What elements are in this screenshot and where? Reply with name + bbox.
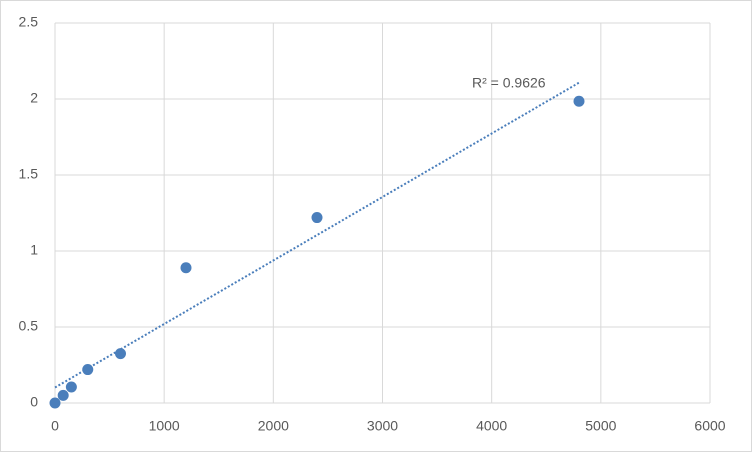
point (573, 95, 585, 107)
x-tick-label: 1000 (149, 418, 180, 434)
trendline (54, 81, 580, 389)
x-tick-label: 4000 (476, 418, 507, 434)
x-tick-label: 6000 (694, 418, 725, 434)
x-tick-label: 3000 (367, 418, 398, 434)
point (311, 212, 323, 224)
point (115, 348, 126, 360)
y-tick-label: 1.5 (19, 166, 39, 182)
y-tick-label: 0 (30, 394, 38, 410)
point (180, 262, 192, 274)
x-tick-label: 0 (51, 418, 59, 434)
y-tick-label: 0.5 (19, 318, 39, 334)
point (49, 397, 61, 409)
point (82, 364, 94, 376)
point (65, 381, 77, 393)
x-tick-label: 2000 (258, 418, 289, 434)
y-tick-label: 1 (30, 242, 38, 258)
y-tick-label: 2 (30, 90, 38, 106)
annotation: R² = 0.9626 (472, 75, 546, 91)
point (57, 389, 69, 401)
x-tick-label: 5000 (585, 418, 616, 434)
y-tick-label: 2.5 (19, 14, 39, 30)
